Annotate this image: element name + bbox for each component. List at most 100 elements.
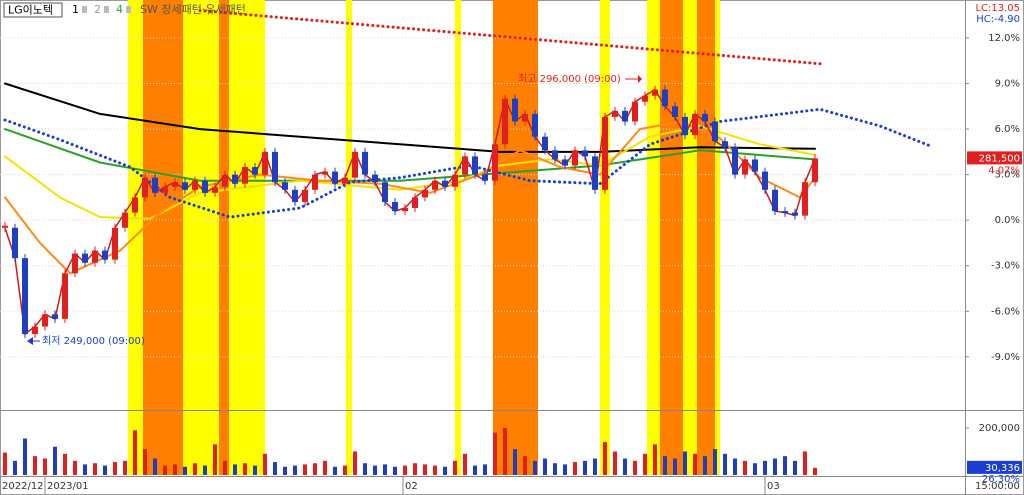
candle-body <box>292 189 298 202</box>
volume-ratio: 26.30% <box>982 474 1020 485</box>
volume-bar <box>163 465 167 475</box>
volume-bar <box>653 444 657 475</box>
volume-bar <box>423 464 427 475</box>
candles <box>2 85 818 339</box>
volume-bar <box>303 464 307 475</box>
volume-bar <box>353 451 357 475</box>
moving-averages <box>3 9 932 336</box>
stock-box[interactable] <box>3 2 63 18</box>
volume-bar <box>713 449 717 475</box>
y-tick-label: 6.0% <box>995 124 1020 135</box>
volume-bar <box>363 463 367 475</box>
volume-bar <box>13 460 17 475</box>
candle-body <box>512 98 518 122</box>
legend-swatch <box>104 6 109 13</box>
candle-body <box>352 151 358 178</box>
candle-body <box>752 159 758 172</box>
volume-bar <box>63 453 67 475</box>
highlight-band <box>692 0 697 475</box>
highlight-band <box>715 0 720 475</box>
volume-bar <box>663 456 667 475</box>
legend-item[interactable]: 4 <box>116 3 123 16</box>
candle-body <box>562 159 568 166</box>
hc-label: HC:-4.90 <box>976 14 1020 25</box>
candle-body <box>102 250 108 260</box>
x-tick-label: 03 <box>767 481 780 492</box>
candle-body <box>742 159 748 175</box>
highlight-band <box>143 0 183 475</box>
y-tick-label: 3.0% <box>995 170 1020 181</box>
volume-bar <box>443 466 447 475</box>
candle-body <box>812 158 818 183</box>
candle-body <box>712 121 718 142</box>
volume-tick-label: 200,000 <box>979 423 1020 434</box>
candle-body <box>572 150 578 166</box>
grid <box>0 37 965 358</box>
volume-bar <box>233 464 237 475</box>
highlight-band <box>697 0 715 475</box>
volume-bar <box>123 460 127 475</box>
highlight-band <box>128 0 143 475</box>
candle-body <box>602 116 608 190</box>
candle-body <box>382 182 388 202</box>
highlight-band <box>183 0 219 475</box>
moving-average <box>198 9 822 66</box>
candle-body <box>172 182 178 187</box>
highlight-band <box>229 0 265 475</box>
volume-bar <box>493 432 497 475</box>
legend-item[interactable]: 2 <box>94 3 101 16</box>
volume-bar <box>73 460 77 475</box>
volume-bar <box>333 466 337 475</box>
volume-bar <box>733 458 737 475</box>
candle-body <box>632 101 638 122</box>
candle-body <box>52 314 58 319</box>
legend-swatch <box>126 6 131 13</box>
candle-body <box>462 156 468 175</box>
volume-bar <box>403 465 407 475</box>
candle-body <box>282 182 288 190</box>
last-volume: 30,336 <box>985 463 1020 474</box>
candle-body <box>722 141 728 148</box>
highlight-band <box>683 0 692 475</box>
candle-body <box>152 177 158 193</box>
volume-bar <box>213 444 217 475</box>
volume-bar <box>673 458 677 475</box>
volume-bar <box>83 464 87 475</box>
volume-bar <box>253 465 257 475</box>
candle-body <box>452 174 458 187</box>
candle-body <box>142 177 148 198</box>
candle-body <box>592 156 598 190</box>
y-tick-label: 12.0% <box>988 33 1020 44</box>
volume-bar <box>463 453 467 475</box>
volume-bar <box>553 463 557 475</box>
volume <box>3 427 817 475</box>
candle-body <box>182 182 188 190</box>
volume-bar <box>53 446 57 475</box>
candle-body <box>622 110 628 122</box>
axes: 12.0% 9.0% 6.0% 3.0% 0.0% -3.0% -6.0% -9.0% 200,… <box>0 33 1022 495</box>
x-tick-label: 2023/01 <box>47 481 89 492</box>
volume-bar <box>753 463 757 475</box>
candle-body <box>432 180 438 190</box>
volume-bar <box>393 466 397 475</box>
highlight-band <box>219 0 229 475</box>
low-note: 최저 249,000 (09:00) <box>42 335 145 347</box>
volume-bar <box>813 467 817 475</box>
volume-bar <box>133 430 137 475</box>
volume-bar <box>563 464 567 475</box>
volume-bar <box>743 460 747 475</box>
legend-item[interactable]: 1 <box>72 3 79 16</box>
candle-body <box>702 113 708 122</box>
candle-body <box>342 177 348 184</box>
volume-bar <box>583 460 587 475</box>
x-tick-label: 2022/12 <box>2 481 44 492</box>
volume-bar <box>113 462 117 475</box>
high-arrowhead <box>638 75 642 83</box>
stock-name[interactable]: LG이노텍 <box>8 4 53 17</box>
candle-body <box>72 253 78 274</box>
candle-body <box>682 116 688 136</box>
candle-body <box>652 89 658 96</box>
volume-bar <box>433 465 437 475</box>
high-note: 최고 296,000 (09:00) <box>518 73 621 85</box>
